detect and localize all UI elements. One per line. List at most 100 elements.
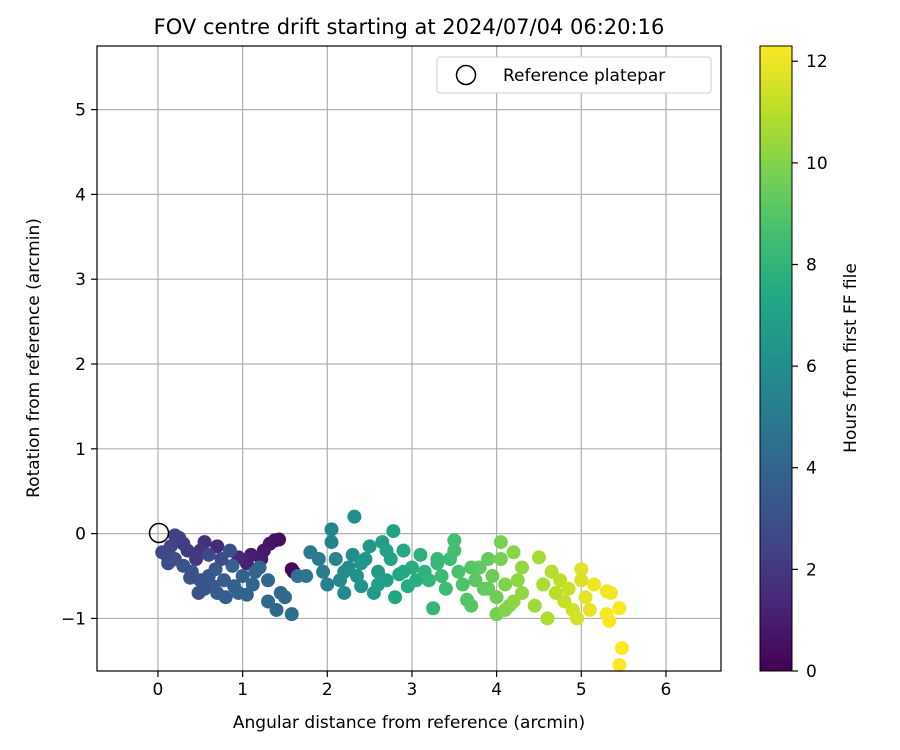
- data-point: [328, 552, 343, 567]
- colorbar-tick-label: 10: [806, 154, 828, 174]
- data-point: [548, 585, 563, 600]
- data-point: [320, 577, 335, 592]
- data-point: [426, 601, 441, 616]
- x-tick-label: 6: [661, 680, 672, 700]
- y-tick-label: 5: [75, 101, 86, 121]
- data-point: [489, 590, 504, 605]
- data-point: [183, 570, 198, 585]
- data-point: [413, 547, 428, 562]
- data-point: [222, 543, 237, 558]
- data-point: [586, 577, 601, 592]
- colorbar-tick-label: 12: [806, 52, 828, 72]
- y-tick-label: 3: [75, 270, 86, 290]
- data-point: [379, 543, 394, 558]
- x-tick-label: 3: [407, 680, 418, 700]
- data-point: [239, 587, 254, 602]
- x-tick-label: 1: [237, 680, 248, 700]
- data-point: [409, 573, 424, 588]
- data-point: [189, 552, 204, 567]
- data-point: [354, 579, 369, 594]
- data-point: [544, 564, 559, 579]
- data-point: [371, 577, 386, 592]
- data-point: [210, 539, 225, 554]
- legend: Reference platepar: [436, 56, 712, 94]
- x-axis-label: Angular distance from reference (arcmin): [233, 713, 585, 733]
- data-point: [506, 594, 521, 609]
- data-point: [540, 611, 555, 626]
- data-point: [396, 543, 411, 558]
- y-tick-label: 4: [75, 185, 86, 205]
- data-point: [557, 594, 572, 609]
- data-point: [612, 658, 627, 673]
- grid: [97, 46, 721, 671]
- colorbar-label: Hours from first FF file: [841, 263, 861, 453]
- data-point: [324, 535, 339, 550]
- data-point: [493, 535, 508, 550]
- data-point: [602, 613, 617, 628]
- colorbar-tick-label: 8: [806, 255, 817, 275]
- data-point: [506, 545, 521, 560]
- colorbar-tick-label: 6: [806, 357, 817, 377]
- y-axis-label: Rotation from reference (arcmin): [24, 218, 44, 498]
- data-point: [201, 547, 216, 562]
- data-point: [208, 562, 223, 577]
- data-point: [245, 577, 260, 592]
- data-point: [531, 550, 546, 565]
- data-point: [612, 601, 627, 616]
- data-point: [421, 573, 436, 588]
- colorbar-ticks: 0 2 4 6 8 10 12: [792, 52, 828, 682]
- data-point: [574, 562, 589, 577]
- data-point: [269, 602, 284, 617]
- data-point: [438, 581, 453, 596]
- y-tick-label: 0: [75, 525, 86, 545]
- data-point: [337, 585, 352, 600]
- data-point: [455, 577, 470, 592]
- plot-frame: [96, 45, 722, 672]
- data-point: [371, 564, 386, 579]
- data-point: [578, 590, 593, 605]
- data-point: [252, 560, 267, 575]
- chart-title: FOV centre drift starting at 2024/07/04 …: [154, 15, 665, 39]
- x-tick-label: 5: [576, 680, 587, 700]
- data-point: [299, 569, 314, 584]
- colorbar: [759, 45, 793, 672]
- data-point: [574, 573, 589, 588]
- legend-box: [436, 56, 712, 94]
- data-point: [468, 573, 483, 588]
- data-point: [553, 573, 568, 588]
- data-point: [498, 602, 513, 617]
- data-point: [570, 611, 585, 626]
- data-point: [614, 641, 629, 656]
- data-point: [536, 577, 551, 592]
- data-point: [464, 598, 479, 613]
- data-point: [217, 573, 232, 588]
- data-point: [603, 585, 618, 600]
- data-point: [167, 528, 182, 543]
- reference-platepar-marker: [148, 522, 170, 544]
- axis-ticks: 0 1 2 3 4 5 6 −1 0 1 2 3 4 5: [61, 101, 671, 700]
- data-point: [225, 558, 240, 573]
- data-point: [261, 594, 276, 609]
- x-tick-label: 2: [322, 680, 333, 700]
- data-point: [430, 552, 445, 567]
- data-point: [493, 552, 508, 567]
- data-point: [316, 564, 331, 579]
- data-point: [337, 564, 352, 579]
- data-point: [481, 581, 496, 596]
- data-point: [347, 509, 362, 524]
- data-point: [510, 573, 525, 588]
- data-point: [515, 560, 530, 575]
- data-point: [324, 522, 339, 537]
- data-point: [261, 573, 276, 588]
- x-tick-label: 0: [153, 680, 164, 700]
- data-point: [354, 556, 369, 571]
- data-point: [273, 585, 288, 600]
- data-point: [434, 569, 449, 584]
- data-point: [515, 585, 530, 600]
- y-tick-label: −1: [61, 609, 86, 629]
- data-point: [447, 533, 462, 548]
- data-point: [485, 569, 500, 584]
- colorbar-tick-label: 2: [806, 560, 817, 580]
- data-point: [235, 569, 250, 584]
